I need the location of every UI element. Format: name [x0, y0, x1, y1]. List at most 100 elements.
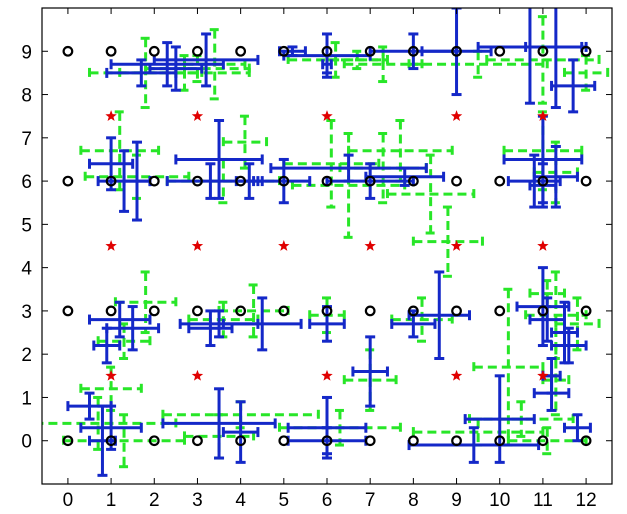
- circle-point: [62, 305, 74, 317]
- circle-point: [451, 305, 462, 317]
- circle-point: [192, 45, 203, 57]
- circle-point: [364, 305, 376, 317]
- star-point: [278, 240, 290, 251]
- blue-error-bar-point: [122, 140, 152, 222]
- circle-point: [451, 175, 462, 187]
- circle-point: [580, 435, 592, 447]
- circle-point: [364, 45, 376, 57]
- circle-point: [407, 175, 419, 187]
- circle-point: [105, 305, 117, 317]
- blue-error-bar-point: [420, 8, 493, 97]
- circle-point: [148, 435, 160, 447]
- circle-point: [321, 305, 333, 317]
- blue-error-bar-point: [532, 374, 571, 412]
- blue-error-bar-point: [92, 326, 122, 365]
- y-tick-label: 0: [21, 432, 32, 453]
- y-tick-label: 3: [21, 302, 32, 323]
- blue-error-bar-point: [550, 58, 597, 114]
- star-point: [321, 110, 333, 122]
- x-tick-label: 4: [235, 490, 246, 511]
- circle-point: [537, 435, 549, 447]
- circle-point: [494, 175, 506, 187]
- circle-point: [580, 175, 592, 187]
- blue-error-bar-point: [321, 54, 333, 75]
- circle-point: [407, 435, 419, 447]
- star-point: [191, 240, 204, 251]
- blue-error-bar-point: [550, 300, 579, 365]
- circle-point: [148, 175, 160, 187]
- y-tick-label: 6: [21, 172, 32, 193]
- circle-point: [537, 305, 549, 317]
- x-tick-label: 1: [106, 490, 117, 511]
- x-tick-label: 8: [408, 490, 419, 511]
- circle-point: [105, 435, 117, 447]
- y-tick-label: 8: [21, 86, 32, 107]
- star-point: [364, 240, 376, 251]
- circle-point: [105, 175, 117, 187]
- y-tick-label: 5: [21, 215, 32, 236]
- blue-error-bar-point: [476, 8, 584, 105]
- star-point: [105, 369, 117, 381]
- x-tick-label: 11: [533, 490, 553, 511]
- blue-error-bar-point: [524, 8, 588, 110]
- circle-point: [364, 175, 376, 187]
- circle-point: [537, 45, 549, 57]
- star-point: [537, 369, 549, 381]
- x-tick-label: 12: [576, 490, 597, 511]
- blue-error-bar-point: [221, 400, 260, 464]
- circle-point: [407, 305, 419, 317]
- circle-point: [321, 45, 333, 57]
- circle-point: [321, 435, 333, 447]
- blue-error-bar-point: [308, 305, 346, 343]
- circle-point: [580, 45, 592, 57]
- circle-point: [494, 435, 506, 447]
- y-axis: 0 1 2 3 4 5 6 7 8 9: [21, 42, 612, 453]
- circle-point: [235, 175, 247, 187]
- y-tick-label: 2: [21, 345, 32, 366]
- circle-point: [321, 175, 333, 187]
- circle-point: [192, 305, 203, 317]
- blue-error-bar-point: [152, 32, 260, 88]
- circle-point: [494, 305, 506, 317]
- circle-point: [278, 305, 290, 317]
- blue-error-bar-point: [563, 413, 592, 443]
- blue-error-bar-point: [550, 326, 588, 365]
- star-point: [191, 369, 204, 381]
- circle-point: [192, 175, 203, 187]
- circle-point: [148, 45, 160, 57]
- blue-error-bar-point: [148, 45, 204, 92]
- blue-error-bar-point: [256, 157, 312, 205]
- green-error-bar-point: [385, 153, 476, 235]
- circle-point: [235, 435, 247, 447]
- x-tick-label: 10: [489, 490, 510, 511]
- star-point: [450, 369, 463, 381]
- circle-point: [278, 435, 290, 447]
- blue-error-bar-point: [187, 309, 234, 348]
- green-error-bar-point: [485, 15, 601, 105]
- circle-point: [364, 435, 376, 447]
- x-axis: 0 1 2 3 4 5 6 7 8 9 10 11 12: [63, 8, 597, 511]
- circle-point: [62, 45, 74, 57]
- circle-point: [278, 45, 290, 57]
- green-error-bar-point: [472, 287, 545, 447]
- circle-point: [192, 435, 203, 447]
- blue-error-bar-point: [174, 119, 264, 200]
- green-error-bar-point: [390, 296, 454, 343]
- green-error-bar-point: [411, 205, 484, 278]
- star-point: [191, 110, 204, 122]
- blue-error-bar-point: [88, 300, 152, 339]
- blue-error-bar-point: [105, 305, 161, 352]
- circle-point: [235, 45, 247, 57]
- y-tick-label: 7: [21, 129, 32, 150]
- circle-point: [580, 305, 592, 317]
- star-point: [537, 240, 549, 251]
- green-error-bar-point: [347, 119, 454, 183]
- circle-point: [62, 175, 74, 187]
- x-tick-label: 6: [322, 490, 333, 511]
- circle-point: [494, 45, 506, 57]
- plot-content: [42, 8, 610, 477]
- blue-error-bar-point: [407, 270, 471, 361]
- x-tick-label: 3: [192, 490, 203, 511]
- star-point: [105, 240, 117, 251]
